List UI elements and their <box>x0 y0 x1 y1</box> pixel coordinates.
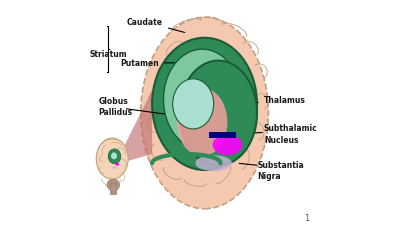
Ellipse shape <box>108 149 121 164</box>
Text: Putamen: Putamen <box>120 59 174 68</box>
Text: Caudate: Caudate <box>127 18 185 33</box>
Ellipse shape <box>115 163 119 166</box>
FancyBboxPatch shape <box>110 183 116 194</box>
Circle shape <box>187 155 195 163</box>
Text: Globus
Pallidus: Globus Pallidus <box>98 97 133 117</box>
Text: Striatum: Striatum <box>90 50 127 59</box>
Text: Subthalamic
Nucleus: Subthalamic Nucleus <box>264 124 318 144</box>
Ellipse shape <box>177 89 227 157</box>
Ellipse shape <box>196 155 232 171</box>
Ellipse shape <box>152 39 257 170</box>
Ellipse shape <box>107 179 120 191</box>
Ellipse shape <box>164 50 241 150</box>
Ellipse shape <box>96 138 128 179</box>
Ellipse shape <box>180 61 257 166</box>
Text: 1: 1 <box>304 214 310 222</box>
Ellipse shape <box>111 152 118 160</box>
Ellipse shape <box>173 79 214 129</box>
Text: Thalamus: Thalamus <box>248 95 306 104</box>
Polygon shape <box>120 91 152 163</box>
Text: Substantia
Nigra: Substantia Nigra <box>257 160 304 180</box>
Ellipse shape <box>141 18 268 209</box>
FancyBboxPatch shape <box>209 133 236 138</box>
Ellipse shape <box>112 167 117 169</box>
Ellipse shape <box>212 135 242 155</box>
